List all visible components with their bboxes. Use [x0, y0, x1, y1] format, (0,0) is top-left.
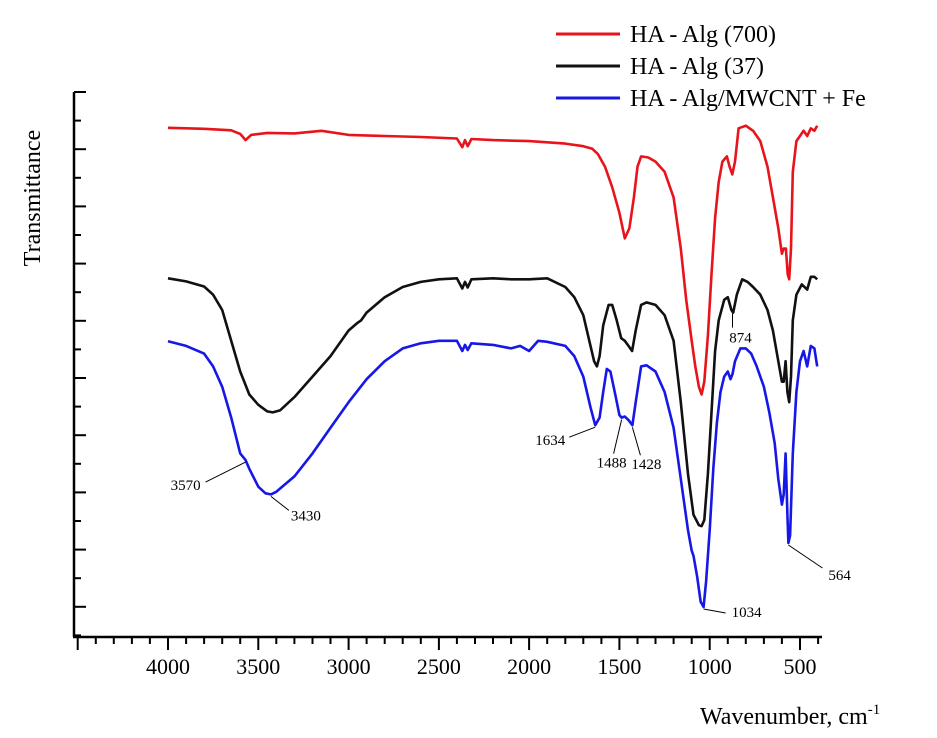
x-tick-label: 4000	[146, 654, 190, 679]
x-tick-label: 3000	[327, 654, 371, 679]
annotation-label-564: 564	[828, 568, 851, 584]
legend-item-ha-alg-700: HA - Alg (700)	[556, 22, 776, 48]
x-tick-label: 2000	[507, 654, 551, 679]
annotation-label-3570: 3570	[171, 478, 201, 494]
x-axis-label-superscript: -1	[868, 702, 881, 718]
series-line-ha-alg-mwcnt-fe	[167, 339, 819, 609]
y-axis-label: Transmittance	[20, 130, 46, 266]
legend-item-ha-alg-mwcnt-fe: HA - Alg/MWCNT + Fe	[556, 86, 866, 112]
y-axis-ticks	[74, 91, 86, 637]
legend-label-ha-alg-700: HA - Alg (700)	[630, 22, 776, 48]
legend-item-ha-alg-37: HA - Alg (37)	[556, 54, 764, 80]
annotation-label-1428: 1428	[631, 457, 661, 473]
x-axis-ticks	[76, 637, 820, 650]
annotation-label-3430: 3430	[291, 508, 321, 524]
annotation-leader-3570	[205, 461, 246, 483]
x-tick-label: 1500	[597, 654, 641, 679]
annotation-leader-564	[788, 544, 823, 569]
annotation-leader-3430	[270, 496, 290, 511]
x-tick-label: 2500	[417, 654, 461, 679]
annotation-leader-1634	[569, 426, 596, 438]
annotation-label-1034: 1034	[732, 605, 763, 621]
annotation-leader-1034	[703, 608, 726, 614]
series-line-ha-alg-700	[167, 124, 819, 396]
legend-label-ha-alg-mwcnt-fe: HA - Alg/MWCNT + Fe	[630, 86, 866, 112]
x-axis-label: Wavenumber, cm-1	[700, 702, 880, 730]
annotation-leader-1428	[631, 427, 641, 456]
x-axis-tick-labels: 4000 3500 3000 2500 2000 1500 1000 500	[146, 654, 817, 679]
x-tick-label: 1000	[688, 654, 732, 679]
x-tick-label: 3500	[236, 654, 280, 679]
annotation-label-874: 874	[729, 331, 752, 347]
series-line-ha-alg-37	[167, 275, 819, 528]
series-lines	[167, 124, 819, 609]
legend-label-ha-alg-37: HA - Alg (37)	[630, 54, 764, 80]
peak-annotations: 3570 3430 1634 1488 1428 874 1034 564	[171, 313, 851, 621]
annotation-leader-1488	[613, 419, 623, 454]
x-tick-label: 500	[784, 654, 817, 679]
legend: HA - Alg (700) HA - Alg (37) HA - Alg/MW…	[556, 22, 866, 112]
annotation-label-1488: 1488	[597, 456, 627, 472]
annotation-label-1634: 1634	[535, 433, 566, 449]
